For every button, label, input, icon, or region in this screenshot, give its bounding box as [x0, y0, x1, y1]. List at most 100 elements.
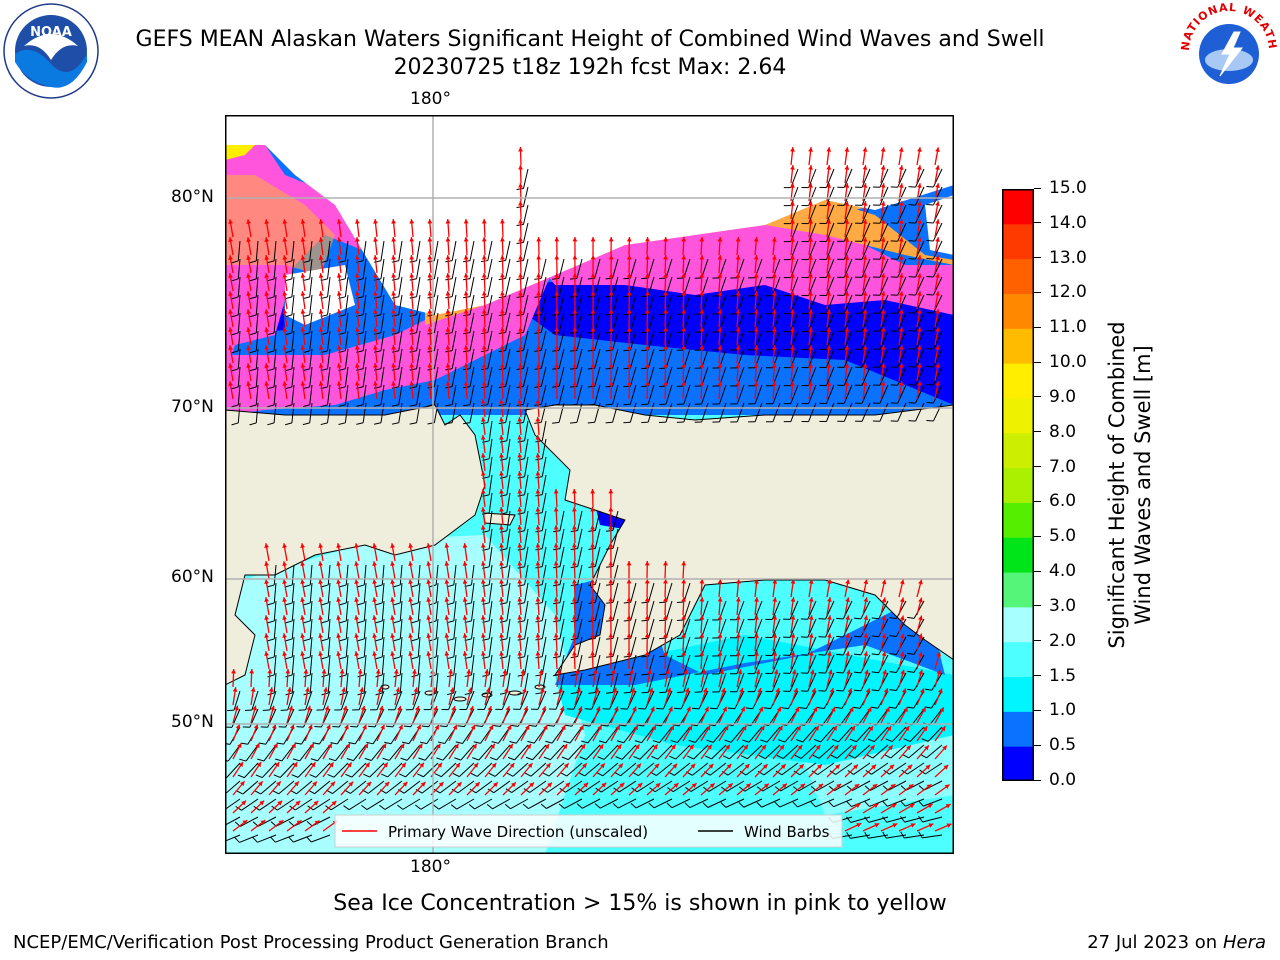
wave-arrow	[517, 489, 523, 508]
wave-arrow	[448, 669, 453, 688]
chart-subtitle: 20230725 t18z 192h fcst Max: 2.64	[393, 55, 787, 80]
wave-arrow	[300, 651, 306, 670]
wave-arrow	[444, 633, 450, 652]
wave-arrow	[318, 255, 324, 274]
wave-arrow	[427, 219, 433, 238]
wave-arrow	[444, 543, 450, 562]
wave-arrow	[880, 706, 891, 724]
wave-arrow	[340, 743, 351, 760]
wind-barb	[321, 636, 331, 660]
wind-barb	[633, 744, 655, 760]
wind-barb	[757, 762, 781, 776]
colorbar	[1002, 189, 1034, 781]
wave-arrow	[862, 597, 869, 616]
wave-arrow	[336, 651, 342, 670]
wind-barb	[418, 744, 439, 761]
wave-arrow	[480, 435, 486, 454]
wind-barb	[517, 420, 529, 443]
wave-arrow	[318, 327, 324, 346]
wave-arrow	[354, 597, 360, 616]
wave-arrow	[303, 668, 309, 688]
wave-arrow	[862, 309, 868, 328]
wave-arrow	[663, 632, 668, 652]
wave-arrow	[916, 327, 922, 346]
wave-arrow	[610, 743, 622, 760]
wind-barb	[446, 564, 457, 588]
wave-arrow	[372, 543, 378, 562]
wave-arrow	[499, 453, 504, 472]
wave-arrow	[480, 507, 486, 526]
wave-arrow	[826, 579, 832, 598]
wave-arrow	[556, 762, 570, 778]
wave-arrow	[481, 362, 487, 382]
wave-arrow	[590, 272, 596, 292]
wave-arrow	[862, 669, 869, 688]
wave-arrow	[300, 381, 306, 400]
wave-arrow	[304, 800, 319, 814]
wave-arrow	[934, 327, 940, 346]
wave-arrow	[481, 236, 487, 256]
wind-barb	[831, 726, 853, 743]
wave-arrow	[322, 781, 336, 796]
wind-barb	[316, 690, 331, 711]
wave-arrow	[880, 345, 886, 364]
wave-arrow	[934, 291, 940, 310]
wave-arrow	[844, 255, 850, 274]
wind-barb	[756, 780, 781, 792]
wave-arrow	[322, 742, 333, 760]
wave-arrow	[394, 743, 405, 760]
wind-barb	[339, 618, 349, 642]
wave-arrow	[228, 237, 234, 256]
colorbar-tick-label: 2.0	[1034, 631, 1076, 651]
wave-arrow	[481, 380, 487, 400]
wave-arrow	[753, 237, 759, 256]
wave-arrow	[572, 254, 578, 274]
wind-barb	[812, 744, 835, 759]
wave-arrow	[717, 362, 723, 382]
wave-arrow	[880, 669, 887, 688]
wind-barb	[819, 258, 835, 279]
wind-barb	[552, 366, 565, 388]
wave-arrow	[590, 560, 596, 580]
wind-barb	[606, 546, 619, 568]
wave-arrow	[246, 327, 252, 346]
wind-barb	[602, 690, 619, 710]
wind-barb	[659, 294, 673, 316]
wave-arrow	[844, 725, 856, 742]
wave-arrow	[626, 380, 632, 400]
wave-arrow	[590, 524, 596, 544]
wind-barb	[706, 726, 727, 743]
wind-barb	[890, 294, 907, 314]
wave-arrow	[880, 201, 886, 220]
wind-barb	[339, 582, 349, 606]
wind-barb	[801, 366, 817, 387]
wave-arrow	[934, 725, 946, 742]
wave-arrow	[517, 615, 523, 634]
wind-barb	[836, 654, 853, 674]
wind-barb	[730, 384, 745, 405]
wind-barb	[374, 402, 385, 425]
wind-barb	[470, 762, 493, 777]
wave-arrow	[735, 615, 741, 634]
wind-barb	[747, 672, 763, 693]
wave-arrow	[536, 380, 542, 400]
wind-barb	[712, 402, 727, 423]
wave-arrow	[645, 272, 650, 292]
wind-barb	[409, 258, 421, 281]
wave-arrow	[626, 596, 632, 616]
wave-arrow	[409, 291, 415, 310]
wind-barb	[275, 744, 295, 762]
wave-arrow	[466, 687, 473, 706]
wind-barb	[596, 762, 619, 777]
wave-arrow	[336, 363, 342, 382]
wave-arrow	[790, 597, 796, 616]
colorbar-segment	[1002, 432, 1034, 469]
wave-arrow	[808, 165, 813, 184]
wave-arrow	[898, 579, 905, 598]
wave-arrow	[409, 219, 415, 238]
wave-arrow	[898, 345, 904, 364]
wave-arrow	[718, 782, 734, 796]
wind-barb	[623, 402, 637, 424]
wind-barb	[225, 744, 241, 762]
wave-arrow	[390, 579, 396, 598]
